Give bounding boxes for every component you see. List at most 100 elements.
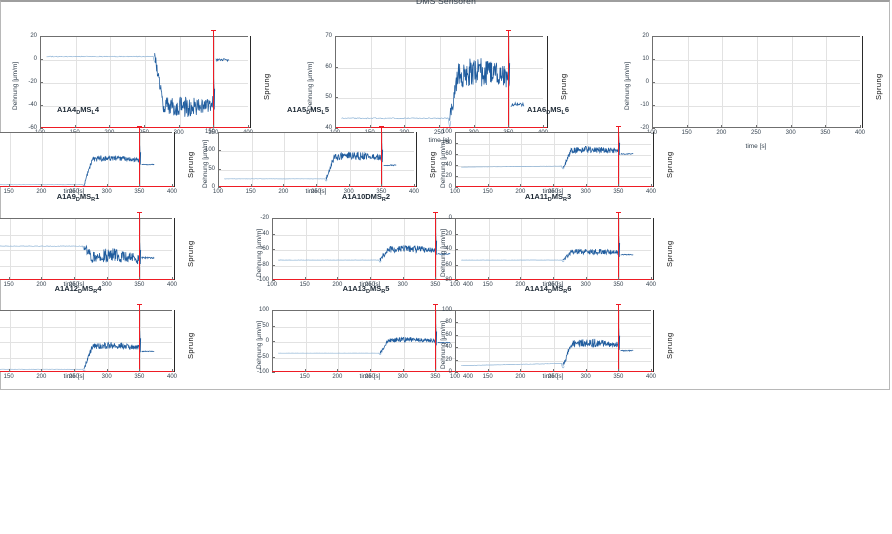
x-axis-tick-mark [721,125,723,128]
x-axis-tick-label: 350 [208,130,219,136]
x-axis-tick-label: 350 [134,282,145,288]
grid-line-horizontal [0,357,172,359]
x-axis-tick-mark [520,277,522,280]
x-axis-tick-mark [543,125,544,128]
grid-line-vertical [75,311,76,371]
x-axis-tick-mark [316,184,317,187]
sprung-baseline [335,127,547,128]
right-axis-label: Sprung [665,332,674,359]
grid-line-vertical [110,37,112,127]
sprung-baseline [272,371,470,372]
y-axis-tick-label: 0 [211,184,215,190]
x-axis-tick-mark [618,369,620,372]
x-axis-tick-mark [520,184,522,187]
grid-line-horizontal [456,234,651,236]
y-axis-tick-label: 100 [441,307,452,313]
grid-line-vertical [687,37,689,127]
grid-line-vertical [338,219,340,279]
x-axis-tick-mark [178,125,180,128]
y-axis-tick-label: -20 [640,125,649,131]
plot-area [0,132,172,187]
x-axis-tick-mark [74,184,75,187]
x-axis-tick-label: 250 [310,189,322,195]
x-axis-tick-label: 400 [166,189,178,195]
x-axis-tick-mark [139,369,141,372]
grid-line-horizontal [0,265,172,267]
x-axis-tick-label: 200 [332,374,343,380]
subplot-p11: A1A13DMSR5SprungDehnung [μm/m]-100-50050… [256,284,491,380]
x-axis-tick-mark [172,184,173,187]
grid-line-vertical [42,133,44,186]
x-axis-tick-label: 200 [716,130,727,136]
x-axis-label: time [s] [428,137,450,144]
grid-line-vertical [214,37,216,127]
grid-line-vertical [42,219,44,279]
x-axis-tick-label: 300 [580,189,591,195]
grid-line-vertical [440,37,441,127]
x-axis-tick-mark [304,277,306,280]
x-axis-tick-label: 350 [134,374,145,380]
x-axis-tick-label: 400 [166,282,178,288]
jump-time-marker [213,30,215,128]
y-axis-tick-label: -60 [260,246,269,252]
x-axis-label: time [s] [63,373,85,380]
grid-line-horizontal [0,234,172,236]
y-axis-tick-label: 80 [445,140,452,146]
x-axis-tick-mark [109,125,111,128]
x-axis-tick-label: 400 [854,130,866,136]
grid-line-vertical [9,219,11,279]
grid-line-horizontal [273,342,468,343]
y-axis-tick-mark [40,82,43,83]
grid-line-horizontal [273,357,468,359]
x-axis-tick-mark [250,184,252,187]
x-axis-tick-mark [618,184,620,187]
subplot-title: A1A11DMSR3 [524,192,572,203]
x-axis-tick-label: 400 [645,189,657,195]
x-axis-tick-label: 300 [343,189,354,195]
y-axis-tick-mark [218,187,221,188]
right-axis-line [653,132,654,187]
x-axis-tick-label: 350 [613,189,624,195]
grid-line-vertical [251,133,253,186]
y-axis-tick-mark [455,372,458,373]
grid-line-horizontal [456,265,651,267]
grid-line-vertical [305,219,307,279]
jump-marker-cap [506,30,512,31]
y-axis-tick-mark [218,168,221,170]
y-axis-tick-mark [455,132,458,133]
x-axis-tick-mark [172,277,173,280]
x-axis-tick-mark [455,369,456,372]
y-axis-tick-mark [652,36,655,37]
grid-line-vertical [521,219,523,279]
sprung-baseline [455,371,653,372]
y-axis-tick-mark [652,128,655,129]
x-axis-tick-label: 150 [482,374,493,380]
subplot-p7: A1A9DMSR1SprungDehnung [μm/m]-100-80-60-… [0,192,195,288]
x-axis-tick-mark [414,184,415,187]
x-axis-label: time [s] [542,188,564,195]
x-axis-tick-label: 400 [166,374,178,380]
x-axis-tick-label: 300 [397,282,408,288]
y-axis-tick-mark [455,334,458,336]
y-axis-tick-label: 10 [642,56,649,62]
x-axis-tick-label: 400 [462,282,474,288]
x-axis-tick-label: 100 [646,130,658,136]
x-axis-tick-label: 300 [101,189,112,195]
y-axis-tick-mark [335,128,338,129]
y-axis-tick-mark [455,322,458,324]
x-axis-tick-mark [508,125,510,128]
x-axis-label: time [s] [542,281,564,288]
y-axis-tick-mark [272,249,275,250]
x-axis-tick-mark [487,184,489,187]
x-axis-tick-label: 400 [408,189,420,195]
x-axis-tick-label: 200 [515,189,526,195]
x-axis-tick-label: 250 [547,282,559,288]
y-axis-tick-label: 20 [642,33,649,39]
subplot-title: A1A9DMSR1 [56,192,100,203]
grid-line-vertical [9,133,11,186]
y-axis-tick-label: -80 [443,277,452,283]
grid-line-horizontal [336,67,543,69]
grid-line-horizontal [456,155,651,156]
x-axis-tick-label: 200 [332,282,343,288]
